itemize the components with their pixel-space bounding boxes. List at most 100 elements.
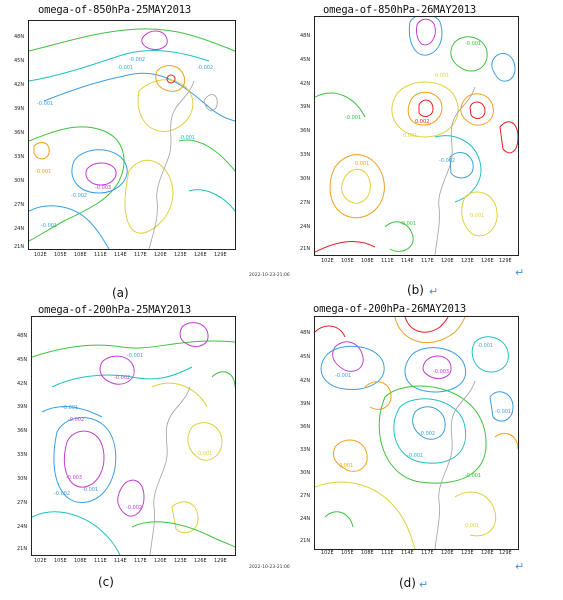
- lon-label: 117E: [134, 558, 147, 564]
- lat-label: 42N: [300, 81, 311, 87]
- panel-a-contour-label: -0.001: [37, 101, 53, 107]
- return-arrow-icon: ↵: [419, 578, 429, 591]
- panel-d-contour-label: -0.001: [407, 453, 423, 459]
- panel-b-contour-label: -0.001: [465, 41, 481, 47]
- panel-d: omega-of-200hPa-26MAY2013: [249, 300, 563, 600]
- panel-a-contour-label: -0.002: [71, 193, 87, 199]
- panel-d-caption: (d): [399, 576, 416, 590]
- panel-a-contour-label: -0.003: [95, 185, 111, 191]
- panel-a-contour-label: -0.001: [41, 223, 57, 229]
- lon-label: 105E: [54, 558, 67, 564]
- lon-label: 129E: [214, 558, 227, 564]
- lat-label: 21N: [300, 538, 311, 544]
- panel-a-contour-label: -0.002: [129, 57, 145, 63]
- lat-label: 48N: [300, 33, 311, 39]
- panel-c-contour-label: -0.001: [62, 405, 78, 411]
- lat-label: 39N: [300, 104, 311, 110]
- panel-c-contour-label: -0.002: [126, 505, 142, 511]
- lon-label: 117E: [421, 550, 434, 556]
- panel-b-contour-label: 0.001: [435, 73, 449, 79]
- return-arrow-icon: ↵: [515, 560, 525, 573]
- lat-label: 33N: [300, 447, 311, 453]
- panel-b-contour-label: 0.002: [415, 119, 429, 125]
- lat-label: 39N: [17, 404, 28, 410]
- panel-a-contour-label: -0.002: [197, 65, 213, 71]
- lon-label: 129E: [499, 258, 512, 264]
- lon-label: 111E: [381, 550, 394, 556]
- lat-label: 36N: [14, 130, 25, 136]
- lat-label: 24N: [300, 224, 311, 230]
- panel-b-title: omega-of-850hPa-26MAY2013: [323, 4, 477, 16]
- lat-label: 27N: [14, 202, 25, 208]
- lon-label: 126E: [194, 252, 207, 258]
- panel-c: omega-of-200hPa-25MAY2013 -0.001: [0, 300, 280, 600]
- panel-c-plot: -0.001 -0.002 -0.001 -0.002 -0.003 -0.00…: [31, 316, 236, 556]
- panel-d-contour-label: -0.001: [477, 343, 493, 349]
- lon-label: 129E: [499, 550, 512, 556]
- lat-label: 42N: [14, 82, 25, 88]
- lon-label: 111E: [381, 258, 394, 264]
- lon-label: 114E: [114, 558, 127, 564]
- lat-label: 36N: [300, 128, 311, 134]
- lat-label: 39N: [300, 401, 311, 407]
- panel-b-contour-label: 0.001: [355, 161, 369, 167]
- lat-label: 36N: [17, 428, 28, 434]
- panel-a-contour-label: -0.001: [179, 135, 195, 141]
- panel-d-contour-label: 0.001: [339, 463, 353, 469]
- panel-d-contour-label: -0.001: [495, 409, 511, 415]
- lat-label: 30N: [300, 176, 311, 182]
- panel-c-contour-label: 0.001: [198, 451, 212, 457]
- lat-label: 21N: [300, 246, 311, 252]
- lat-label: 45N: [300, 354, 311, 360]
- panel-b: omega-of-850hPa-26MAY2013: [249, 0, 563, 300]
- lat-label: 33N: [300, 152, 311, 158]
- panel-c-map: -0.001 -0.002 -0.001 -0.002 -0.003 -0.00…: [32, 322, 235, 555]
- panel-b-caption: (b): [407, 283, 424, 297]
- lon-label: 114E: [401, 258, 414, 264]
- lon-label: 120E: [441, 258, 454, 264]
- panel-d-map: -0.001 -0.003 -0.001 -0.002 0.001 -0.001…: [315, 317, 518, 549]
- lon-label: 102E: [34, 558, 47, 564]
- lon-label: 126E: [194, 558, 207, 564]
- panel-d-contour-label: -0.001: [335, 373, 351, 379]
- panel-a: omega-of-850hPa-25MAY2013: [0, 0, 280, 300]
- panel-c-title: omega-of-200hPa-25MAY2013: [38, 304, 192, 316]
- lon-label: 120E: [441, 550, 454, 556]
- lat-label: 30N: [17, 476, 28, 482]
- lat-label: 45N: [300, 57, 311, 63]
- panel-c-contour-label: -0.002: [54, 491, 70, 497]
- lat-label: 42N: [300, 378, 311, 384]
- lat-label: 48N: [300, 330, 311, 336]
- lat-label: 42N: [17, 381, 28, 387]
- lon-label: 111E: [94, 252, 107, 258]
- panel-d-contour-label: 0.001: [465, 523, 479, 529]
- lon-label: 105E: [54, 252, 67, 258]
- lon-label: 126E: [481, 258, 494, 264]
- panel-a-contour-label: 0.001: [37, 169, 51, 175]
- panel-a-plot: -0.001 -0.002 -0.001 -0.003 -0.002 -0.00…: [28, 20, 236, 250]
- panel-a-contour-label: -0.001: [117, 65, 133, 71]
- lon-label: 111E: [94, 558, 107, 564]
- lon-label: 123E: [461, 550, 474, 556]
- lat-label: 21N: [17, 546, 28, 552]
- lon-label: 114E: [114, 252, 127, 258]
- panel-a-map: -0.001 -0.002 -0.001 -0.003 -0.002 -0.00…: [29, 28, 235, 249]
- lon-label: 114E: [401, 550, 414, 556]
- panel-b-contour-label: -0.001: [345, 115, 361, 121]
- lat-label: 24N: [17, 524, 28, 530]
- lon-label: 102E: [321, 550, 334, 556]
- panel-c-contour-label: -0.001: [127, 353, 143, 359]
- lon-label: 108E: [361, 258, 374, 264]
- panel-c-contour-label: -0.003: [66, 475, 82, 481]
- lat-label: 21N: [14, 244, 25, 250]
- panel-b-plot: 0.001 -0.001 0.002 -0.001 0.001 -0.002 0…: [314, 16, 519, 256]
- lat-label: 24N: [300, 516, 311, 522]
- panel-d-title: omega-of-200hPa-26MAY2013: [313, 303, 467, 315]
- lon-label: 102E: [321, 258, 334, 264]
- return-arrow-icon: ↵: [515, 266, 525, 279]
- panel-b-contour-label: 0.001: [470, 213, 484, 219]
- panel-d-plot: -0.001 -0.003 -0.001 -0.002 0.001 -0.001…: [314, 316, 519, 550]
- lat-label: 33N: [14, 154, 25, 160]
- panel-c-contour-label: -0.002: [114, 375, 130, 381]
- lat-label: 45N: [14, 58, 25, 64]
